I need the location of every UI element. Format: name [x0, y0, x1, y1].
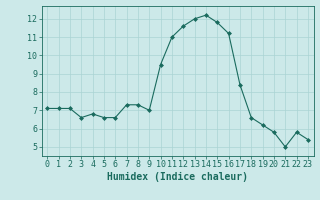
- X-axis label: Humidex (Indice chaleur): Humidex (Indice chaleur): [107, 172, 248, 182]
